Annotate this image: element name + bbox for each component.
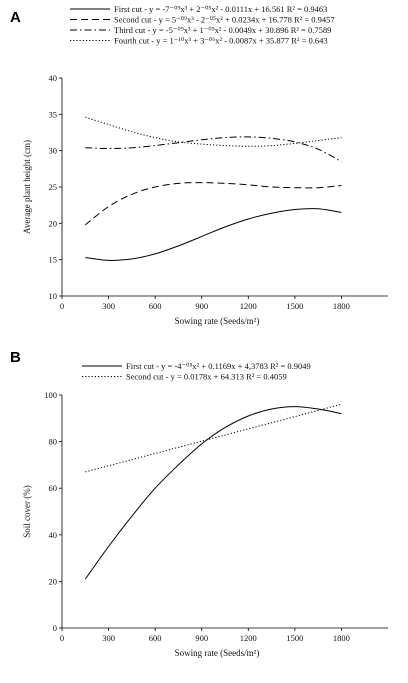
x-axis-label: Sowing rate (Seeds/m²) bbox=[175, 316, 260, 326]
legend-label-2: Second cut - y = 5⁻⁰⁹x³ - 2⁻⁰⁵x² + 0.023… bbox=[114, 15, 335, 25]
x-tick-label: 1200 bbox=[240, 301, 257, 311]
legend-label-1: First cut - y = -4⁻⁰⁵x² + 0.1169x + 4,37… bbox=[126, 361, 311, 371]
x-tick-label: 600 bbox=[149, 301, 162, 311]
series-line-1 bbox=[85, 208, 342, 261]
y-tick-label: 100 bbox=[44, 390, 57, 400]
x-tick-label: 0 bbox=[60, 301, 64, 311]
y-tick-label: 20 bbox=[49, 576, 58, 586]
x-tick-label: 300 bbox=[102, 633, 115, 643]
x-tick-label: 300 bbox=[102, 301, 115, 311]
series-line-3 bbox=[85, 136, 342, 163]
y-tick-label: 80 bbox=[49, 437, 58, 447]
y-tick-label: 60 bbox=[49, 483, 58, 493]
panel-a-plot: 10 15 20 25 30 35 40 0 300 600 900 1200 1500 1800 Sowi… bbox=[22, 4, 388, 326]
x-tick-label: 1500 bbox=[286, 633, 303, 643]
y-tick-label: 40 bbox=[49, 73, 58, 83]
x-tick-label: 1800 bbox=[333, 301, 350, 311]
y-tick-label: 20 bbox=[49, 218, 58, 228]
legend-label-1: First cut - y = -7⁻⁰⁹x³ + 2⁻⁰⁵x² - 0.011… bbox=[114, 4, 327, 14]
y-tick-label: 0 bbox=[53, 623, 57, 633]
panel-letter-b: B bbox=[10, 349, 21, 366]
series-line-1 bbox=[84, 406, 342, 580]
y-tick-label: 25 bbox=[49, 182, 58, 192]
y-tick-label: 40 bbox=[49, 530, 58, 540]
y-tick-label: 35 bbox=[49, 109, 58, 119]
y-axis-label: Soil cover (%) bbox=[22, 485, 32, 537]
x-tick-label: 1500 bbox=[286, 301, 303, 311]
x-tick-label: 1200 bbox=[240, 633, 257, 643]
x-tick-label: 900 bbox=[195, 301, 208, 311]
x-tick-label: 1800 bbox=[333, 633, 350, 643]
series-line-2 bbox=[85, 403, 342, 473]
legend-label-2: Second cut - y = 0.0178x + 64.313 R² = 0… bbox=[126, 372, 287, 382]
y-tick-label: 30 bbox=[49, 146, 58, 156]
x-axis-label: Sowing rate (Seeds/m²) bbox=[175, 648, 260, 658]
y-axis-label: Average plant height (cm) bbox=[22, 140, 32, 234]
y-tick-label: 15 bbox=[49, 255, 58, 265]
legend-label-3: Third cut - y = -5⁻⁰⁹x³ + 1⁻⁰⁵x² - 0.004… bbox=[114, 25, 331, 35]
x-tick-label: 0 bbox=[60, 633, 64, 643]
y-tick-label: 10 bbox=[49, 291, 58, 301]
series-line-2 bbox=[84, 182, 342, 226]
x-tick-label: 600 bbox=[149, 633, 162, 643]
panel-letter-a: A bbox=[10, 9, 21, 26]
legend-label-4: Fourth cut - y = 1⁻¹⁰x³ + 3⁻⁰⁶x² - 0.008… bbox=[114, 36, 328, 46]
panel-b-plot: 0 20 40 60 80 100 0 300 600 900 1200 1500 1800 Sowing… bbox=[22, 361, 388, 658]
series-line-4 bbox=[85, 116, 342, 147]
x-tick-label: 900 bbox=[195, 633, 208, 643]
